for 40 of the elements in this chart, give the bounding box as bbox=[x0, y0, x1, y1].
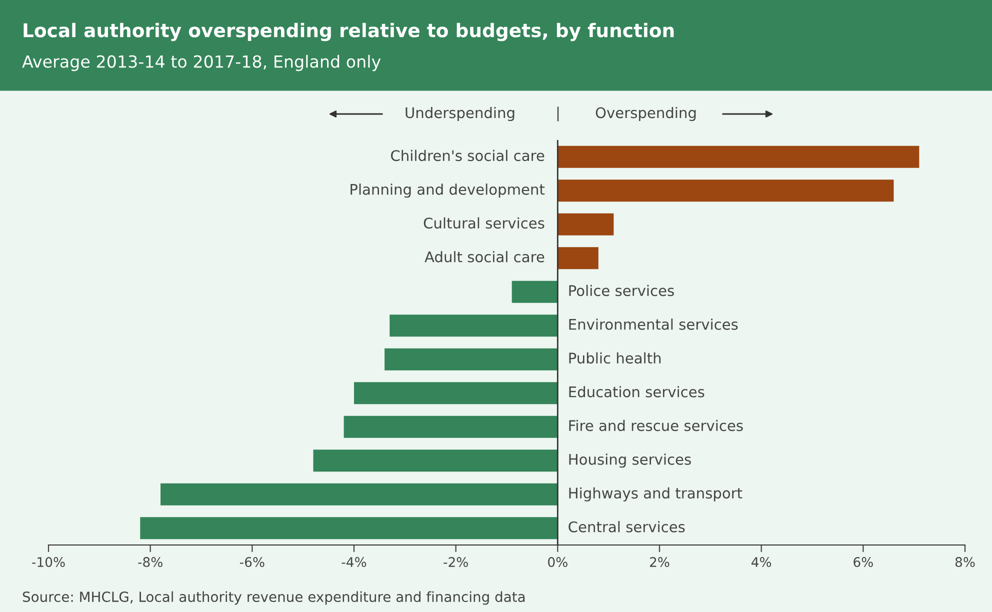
bar bbox=[384, 348, 558, 370]
x-tick-label: -10% bbox=[32, 557, 65, 568]
y-tick-label: Planning and development bbox=[350, 184, 545, 198]
y-tick-label: Police services bbox=[569, 284, 674, 296]
x-tick-label: 0% bbox=[548, 557, 568, 568]
bar bbox=[344, 416, 558, 438]
bar bbox=[558, 247, 598, 270]
x-tick-label: 4% bbox=[752, 557, 772, 568]
x-tick-label: -2% bbox=[444, 557, 468, 568]
y-tick-label: Housing services bbox=[569, 454, 691, 468]
source-note: Source: MHCLG, Local authority revenue expenditure and financing data bbox=[22, 591, 525, 605]
x-tick-label: 8% bbox=[955, 557, 975, 568]
x-tick-label: -6% bbox=[240, 557, 264, 568]
bar bbox=[558, 213, 614, 236]
bar bbox=[558, 180, 894, 202]
y-tick-label: Environmental services bbox=[569, 318, 738, 330]
y-tick-label: Education services bbox=[569, 386, 704, 398]
y-tick-label: Central services bbox=[568, 521, 685, 532]
x-tick-label: 6% bbox=[854, 557, 873, 568]
text: Overspending bbox=[596, 106, 696, 122]
bar bbox=[558, 146, 920, 168]
x-tick-label: -4% bbox=[342, 557, 366, 568]
x-tick-label: -8% bbox=[138, 557, 162, 568]
y-tick-label: Public health bbox=[569, 352, 661, 364]
text: Underspending bbox=[406, 106, 514, 122]
y-tick-label: Highways and transport bbox=[569, 487, 742, 502]
x-tick-label: 2% bbox=[650, 557, 670, 568]
bar bbox=[512, 280, 558, 303]
y-tick-label: Children's social care bbox=[391, 150, 544, 162]
bar bbox=[390, 314, 558, 337]
bar bbox=[160, 483, 558, 506]
chart-title: Local authority overspending relative to budgets, by function bbox=[24, 22, 674, 42]
y-tick-label: Cultural services bbox=[424, 217, 544, 229]
text: | bbox=[557, 106, 559, 122]
y-tick-label: Adult social care bbox=[424, 251, 544, 262]
chart-subtitle: Average 2013-14 to 2017-18, England only bbox=[22, 54, 381, 72]
bar bbox=[140, 517, 558, 540]
bar bbox=[313, 450, 558, 472]
y-tick-label: Fire and rescue services bbox=[569, 420, 743, 432]
bar bbox=[354, 382, 558, 404]
